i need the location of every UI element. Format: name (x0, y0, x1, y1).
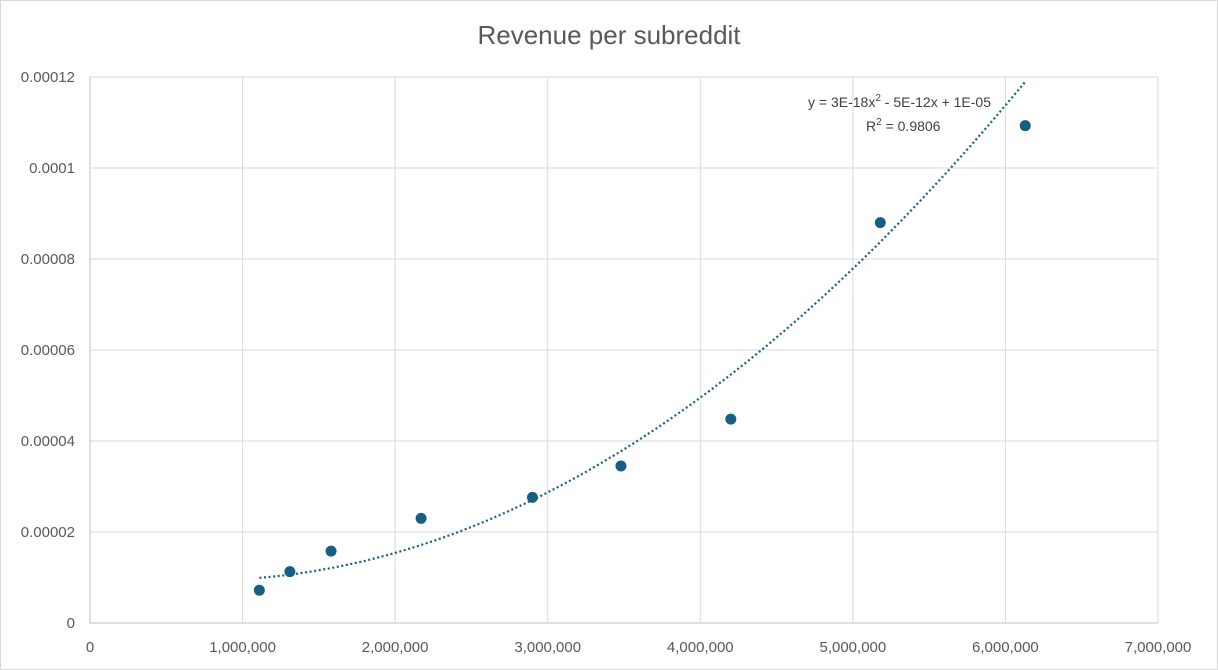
x-tick-label: 4,000,000 (667, 639, 734, 656)
data-point (253, 584, 265, 596)
trendline (259, 80, 1027, 579)
x-tick-label: 2,000,000 (362, 639, 429, 656)
y-tick-label: 0.0001 (29, 160, 75, 177)
data-point (284, 566, 296, 578)
y-tick-label: 0.00008 (21, 251, 75, 268)
x-axis-tick-labels: 0 1,000,000 2,000,000 3,000,000 4,000,000 5,0… (86, 639, 1192, 656)
gridlines (89, 76, 1159, 624)
x-tick-label: 3,000,000 (514, 639, 581, 656)
x-tick-label: 1,000,000 (209, 639, 276, 656)
trendline-equation: y = 3E-18x2 - 5E-12x + 1E-05 (808, 93, 991, 110)
data-point (415, 512, 427, 524)
y-tick-label: 0.00006 (21, 342, 75, 359)
data-points (253, 120, 1031, 596)
chart-title: Revenue per subreddit (477, 20, 741, 50)
data-point (325, 545, 337, 557)
data-point (615, 460, 627, 472)
data-point (526, 491, 538, 503)
trendline-r-squared: R2 = 0.9806 (866, 117, 941, 134)
data-point (725, 413, 737, 425)
y-axis-tick-labels: 0 0.00002 0.00004 0.00006 0.00008 0.0001 0.000… (21, 69, 75, 632)
y-tick-label: 0.00002 (21, 524, 75, 541)
y-tick-label: 0 (67, 615, 75, 632)
data-point (1019, 120, 1031, 132)
x-tick-label: 6,000,000 (972, 639, 1039, 656)
x-tick-label: 7,000,000 (1125, 639, 1192, 656)
y-tick-label: 0.00012 (21, 69, 75, 86)
x-tick-label: 0 (86, 639, 94, 656)
x-tick-label: 5,000,000 (819, 639, 886, 656)
data-point (874, 217, 886, 229)
y-tick-label: 0.00004 (21, 433, 75, 450)
